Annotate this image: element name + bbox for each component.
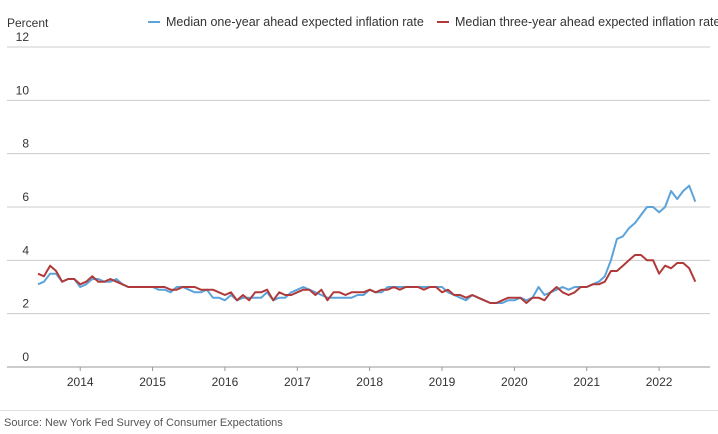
legend: Median one-year ahead expected inflation… <box>148 15 718 29</box>
x-tick-label-2019: 2019 <box>429 375 456 389</box>
x-tick-label-2015: 2015 <box>139 375 166 389</box>
x-tick-label-2021: 2021 <box>573 375 600 389</box>
y-tick-label-6: 6 <box>22 190 29 204</box>
x-tick-label-2020: 2020 <box>501 375 528 389</box>
y-tick-label-2: 2 <box>22 297 29 311</box>
legend-label-one-year: Median one-year ahead expected inflation… <box>166 15 424 29</box>
y-tick-label-0: 0 <box>22 350 29 364</box>
y-tick-label-10: 10 <box>16 83 30 97</box>
series-line-one-year <box>37 184 697 304</box>
y-tick-label-12: 12 <box>16 30 30 44</box>
x-tick-label-2016: 2016 <box>212 375 239 389</box>
series-line-three-year <box>37 254 697 304</box>
gridlines <box>7 46 710 368</box>
y-tick-label-8: 8 <box>22 137 29 151</box>
y-tick-label-4: 4 <box>22 243 29 257</box>
footer-divider <box>0 410 718 411</box>
x-tick-label-2018: 2018 <box>356 375 383 389</box>
series-lines <box>37 184 697 304</box>
x-tick-label-2022: 2022 <box>646 375 673 389</box>
x-tick-labels: 2014 2015 2016 2017 2018 2019 2020 2021 2022 <box>67 367 673 389</box>
y-axis-label: Percent <box>7 16 49 30</box>
source-note: Source: New York Fed Survey of Consumer … <box>4 417 283 429</box>
x-tick-label-2014: 2014 <box>67 375 94 389</box>
legend-label-three-year: Median three-year ahead expected inflati… <box>455 15 718 29</box>
x-tick-label-2017: 2017 <box>284 375 311 389</box>
y-tick-labels: 0 2 4 6 8 10 12 <box>16 30 30 364</box>
